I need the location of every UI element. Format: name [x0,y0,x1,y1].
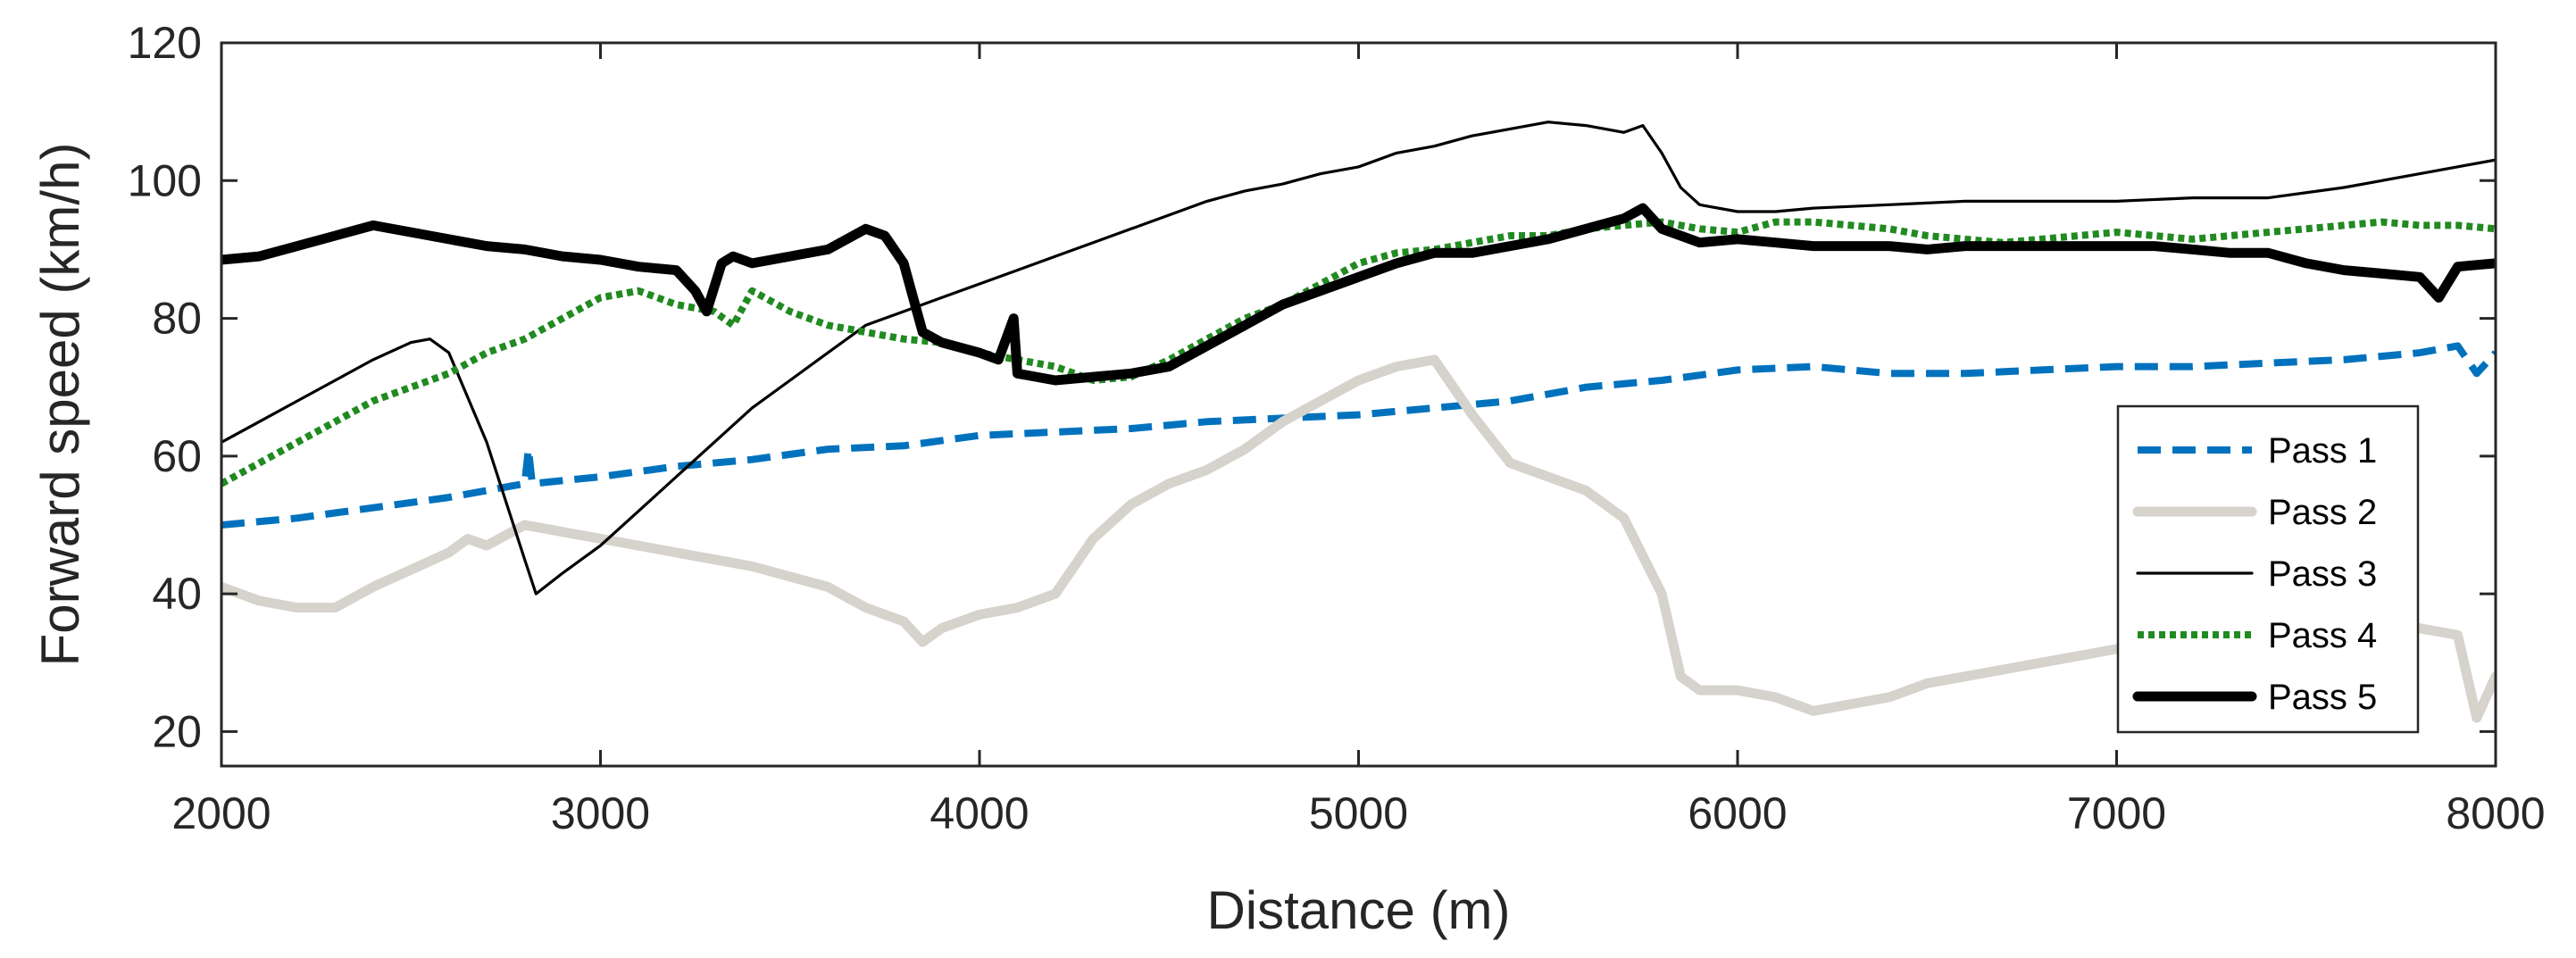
y-tick-label: 20 [152,706,202,756]
y-tick-label: 100 [128,155,202,205]
x-tick-label: 2000 [171,788,271,838]
x-tick-label: 3000 [551,788,650,838]
legend-label-pass-1: Pass 1 [2268,431,2377,471]
y-tick-label: 120 [128,18,202,68]
x-tick-label: 6000 [1688,788,1787,838]
x-tick-label: 4000 [930,788,1029,838]
series-line-pass-1 [221,342,2496,529]
series-line-pass-3 [221,121,2496,596]
plot-area: 2000 3000 4000 5000 6000 7000 8000 20 40 60 80 100 1… [128,18,2546,838]
legend-label-pass-2: Pass 2 [2268,493,2377,532]
series-line-pass-4 [221,218,2496,487]
legend-label-pass-4: Pass 4 [2268,616,2377,655]
x-tick-label: 5000 [1309,788,1408,838]
legend-label-pass-5: Pass 5 [2268,678,2377,717]
x-tick-label: 7000 [2067,788,2166,838]
x-tick-label: 8000 [2446,788,2545,838]
legend: Pass 1 Pass 2 Pass 3 Pass 4 Pass 5 [2116,404,2420,734]
y-tick-label: 40 [152,569,202,619]
legend-box [2116,404,2420,734]
series-line-pass-5 [221,203,2496,386]
ticks-layer: 2000 3000 4000 5000 6000 7000 8000 20 40 60 80 100 1… [128,18,2546,838]
y-tick-label: 60 [152,431,202,481]
x-axis-label: Distance (m) [1206,880,1510,940]
legend-label-pass-3: Pass 3 [2268,554,2377,594]
y-axis-label: Forward speed (km/h) [30,143,90,667]
y-tick-label: 80 [152,294,202,344]
